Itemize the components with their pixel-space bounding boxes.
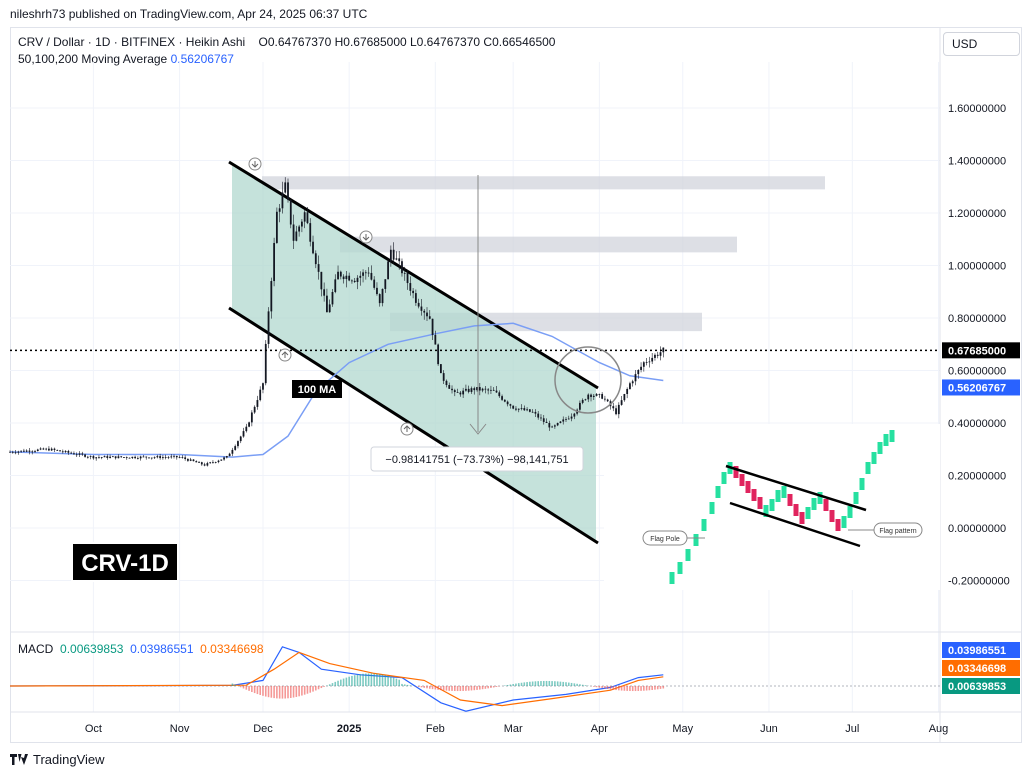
macd-legend-label: MACD bbox=[18, 642, 54, 656]
symbol-line[interactable]: CRV / Dollar · 1D · BITFINEX · Heikin As… bbox=[18, 35, 246, 49]
ohlc-values: O0.64767370 H0.67685000 L0.64767370 C0.6… bbox=[258, 35, 556, 49]
publisher-line: nileshrh73 published on TradingView.com,… bbox=[10, 7, 368, 21]
tradingview-logo-icon bbox=[10, 754, 28, 765]
macd-hist-value: 0.00639853 bbox=[60, 642, 124, 656]
macd-line-value: 0.03986551 bbox=[130, 642, 194, 656]
ma-legend-label: 50,100,200 Moving Average bbox=[18, 52, 168, 66]
macd-legend[interactable]: MACD 0.00639853 0.03986551 0.03346698 bbox=[18, 642, 264, 656]
footer-brand-label: TradingView bbox=[33, 752, 105, 767]
ma-legend[interactable]: 50,100,200 Moving Average 0.56206767 bbox=[18, 52, 234, 66]
macd-signal-value: 0.03346698 bbox=[200, 642, 264, 656]
symbol-header: CRV / Dollar · 1D · BITFINEX · Heikin As… bbox=[18, 35, 555, 49]
currency-button[interactable]: USD bbox=[943, 32, 1020, 56]
chart-frame bbox=[10, 27, 1022, 743]
footer-brand[interactable]: TradingView bbox=[10, 752, 105, 767]
ma-legend-value: 0.56206767 bbox=[170, 52, 234, 66]
